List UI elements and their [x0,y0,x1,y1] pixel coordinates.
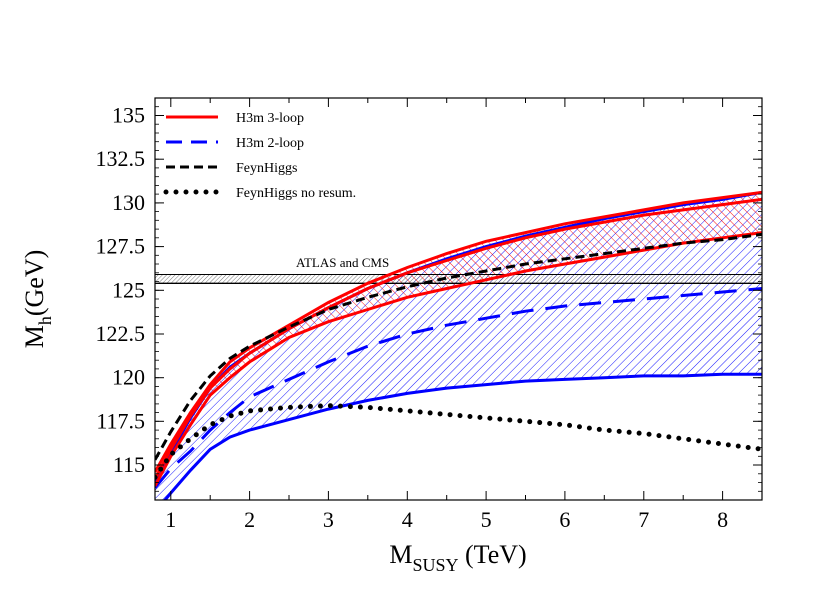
x-tick-label: 1 [165,507,176,532]
y-tick-label: 127.5 [96,234,146,259]
feynhiggs-line [155,232,762,461]
legend: H3m 3-loop H3m 2-loop FeynHiggs FeynHiggs n… [163,111,356,201]
measurement-band-fill [155,274,762,284]
y-tick-label: 120 [112,365,145,390]
y-tick-label: 130 [112,190,145,215]
x-axis-label: MSUSY (TeV) [389,540,526,575]
x-tick-label: 2 [244,507,255,532]
x-tick-label: 5 [481,507,492,532]
h3m-3-loop-upper-line [155,190,762,473]
legend-label-feynhiggs: FeynHiggs [236,161,297,176]
y-tick-label: 117.5 [96,408,145,433]
axis-ticks [155,97,763,501]
y-tick-label: 132.5 [96,146,146,171]
y-axis-label: Mh(GeV) [20,250,55,349]
measurement-band-label: ATLAS and CMS [296,255,389,270]
legend-label-h3m-3-loop: H3m 3-loop [236,111,304,126]
y-tick-label: 115 [113,452,145,477]
x-tick-label: 7 [638,507,649,532]
h3m-2-loop-band [155,192,762,500]
series-lines [155,190,762,500]
y-tick-label: 122.5 [96,321,146,346]
h3m-2-loop-lower-line [163,372,762,500]
x-tick-label: 6 [559,507,570,532]
y-tick-label: 135 [112,103,145,128]
x-tick-label: 3 [323,507,334,532]
legend-label-feynhiggs-no-resum: FeynHiggs no resum. [236,186,356,201]
y-tick-label: 125 [112,277,145,302]
uncertainty-bands [155,192,762,500]
x-tick-label: 4 [402,507,413,532]
h3m-3-loop-lower-line [155,231,762,487]
tick-labels: 1 2 3 4 5 6 7 8 115 117.5 120 122.5 125 127.5 130 132.5… [96,103,729,533]
h3m-2-loop-central-line [155,287,762,489]
h3m-3-loop-central-line [155,197,762,480]
x-tick-label: 8 [717,507,728,532]
legend-label-h3m-2-loop: H3m 2-loop [236,136,304,151]
